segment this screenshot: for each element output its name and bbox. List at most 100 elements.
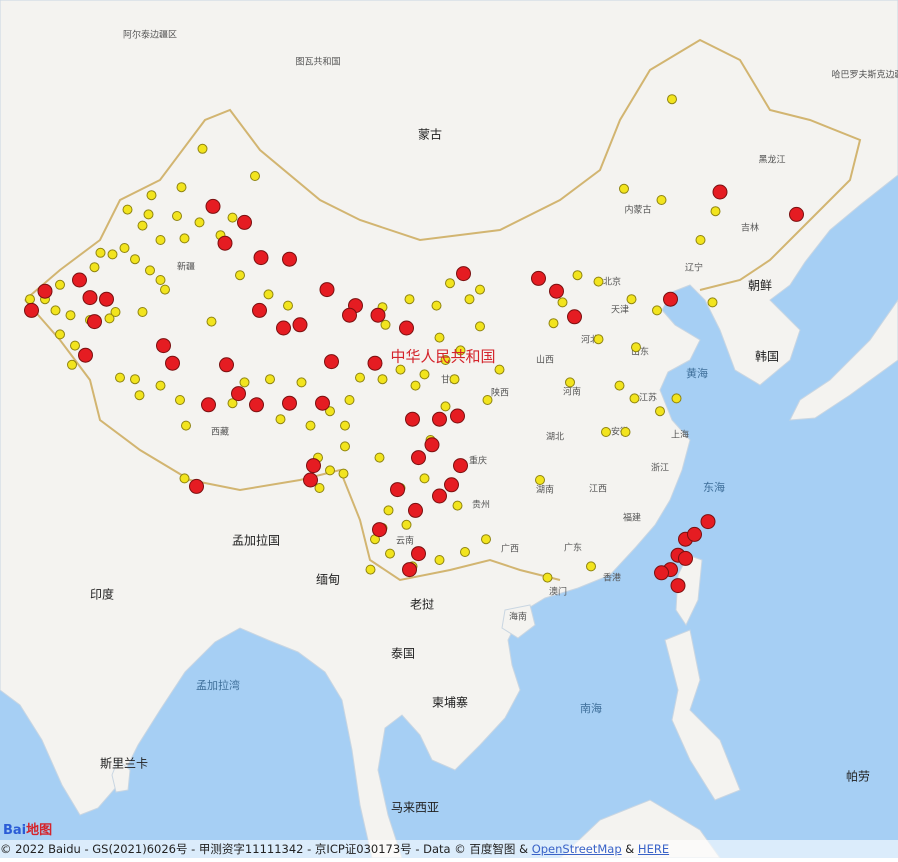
province-label: 辽宁	[685, 262, 703, 274]
quake-marker	[189, 478, 204, 494]
quake-marker	[37, 283, 53, 299]
quake-marker	[440, 355, 451, 365]
quake-marker	[401, 519, 412, 530]
country-label: 斯里兰卡	[100, 757, 148, 771]
quake-marker	[137, 307, 148, 317]
province-label: 西藏	[211, 426, 229, 438]
quake-marker	[449, 374, 460, 385]
here-link[interactable]: HERE	[637, 842, 670, 856]
quake-marker	[67, 359, 77, 370]
province-label: 新疆	[177, 261, 195, 273]
quake-marker	[176, 182, 187, 193]
quake-marker	[695, 235, 706, 245]
quake-marker	[620, 427, 631, 437]
quake-marker	[453, 458, 468, 474]
quake-marker	[197, 143, 208, 154]
quake-marker	[342, 307, 357, 323]
province-label: 江苏	[639, 392, 657, 404]
quake-marker	[572, 270, 583, 281]
sea-label: 孟加拉湾	[196, 678, 240, 692]
quake-marker	[549, 283, 564, 299]
quake-marker	[475, 321, 485, 332]
quake-marker	[452, 500, 463, 511]
quake-marker	[265, 374, 275, 385]
quake-marker	[535, 475, 545, 485]
quake-marker	[377, 374, 388, 385]
province-label: 澳门	[549, 586, 567, 598]
quake-marker	[404, 294, 415, 305]
province-label: 北京	[603, 276, 621, 288]
quake-marker	[160, 284, 170, 295]
country-label: 马来西亚	[391, 801, 439, 815]
hainan	[501, 604, 536, 639]
quake-marker	[104, 313, 115, 324]
quake-marker	[372, 522, 387, 538]
quake-marker	[325, 406, 335, 417]
quake-marker	[464, 294, 475, 305]
quake-marker	[24, 302, 39, 318]
quake-marker	[678, 550, 693, 566]
province-label: 广东	[564, 542, 582, 554]
province-label: 江西	[589, 484, 607, 495]
quake-marker	[671, 393, 682, 404]
quake-marker	[325, 465, 335, 476]
quake-marker	[87, 314, 102, 330]
china-border	[24, 38, 862, 582]
quake-marker	[687, 526, 702, 542]
quake-marker	[107, 249, 118, 260]
quake-marker	[586, 561, 596, 572]
country-label: 韩国	[755, 349, 779, 364]
quake-marker	[122, 204, 133, 215]
province-label: 湖南	[536, 484, 554, 496]
country-label: 老挝	[410, 598, 434, 612]
country-label: 朝鲜	[748, 279, 772, 293]
quake-marker	[652, 305, 662, 316]
quake-marker	[89, 262, 100, 273]
quake-marker	[227, 212, 238, 223]
quake-marker	[789, 206, 804, 222]
quake-marker	[82, 290, 98, 306]
province-label: 福建	[623, 512, 641, 524]
quake-marker	[700, 514, 716, 530]
quake-marker	[548, 318, 559, 329]
ampersand: &	[625, 842, 635, 856]
quake-marker	[55, 279, 65, 290]
logo: Bai地图	[3, 819, 52, 838]
quake-marker	[115, 372, 125, 383]
quake-marker	[324, 354, 339, 370]
quake-marker	[239, 377, 250, 388]
quake-marker	[408, 502, 423, 518]
quake-marker	[206, 316, 217, 327]
province-label: 内蒙古	[624, 204, 651, 216]
quake-marker	[654, 565, 669, 581]
region-label: 阿尔泰边疆区	[123, 29, 177, 41]
quake-marker	[72, 272, 87, 288]
quake-marker	[134, 390, 145, 401]
quake-marker	[25, 294, 35, 305]
quake-marker	[315, 395, 330, 411]
sri-lanka	[111, 759, 131, 793]
quake-marker	[78, 347, 93, 363]
osm-link[interactable]: OpenStreetMap	[531, 842, 622, 856]
country-label: 印度	[90, 587, 114, 602]
copyright: © 2022 Baidu - GS(2021)6026号 - 甲测资字11111…	[0, 842, 529, 856]
logo-suffix: 地图	[26, 823, 53, 838]
quake-marker	[175, 395, 185, 405]
quake-marker	[367, 355, 383, 371]
quake-marker	[656, 195, 667, 205]
quake-marker	[365, 564, 376, 575]
quake-marker	[481, 534, 491, 545]
quake-marker	[370, 307, 386, 323]
country-label: 帕劳	[846, 769, 870, 784]
quake-marker	[179, 233, 190, 244]
quake-marker	[707, 297, 718, 308]
quake-marker	[455, 345, 466, 356]
quake-marker	[282, 251, 297, 267]
japan	[789, 299, 898, 421]
quake-marker	[201, 397, 216, 413]
quake-marker	[434, 555, 445, 565]
quake-marker	[319, 282, 335, 298]
quake-marker	[460, 547, 470, 557]
